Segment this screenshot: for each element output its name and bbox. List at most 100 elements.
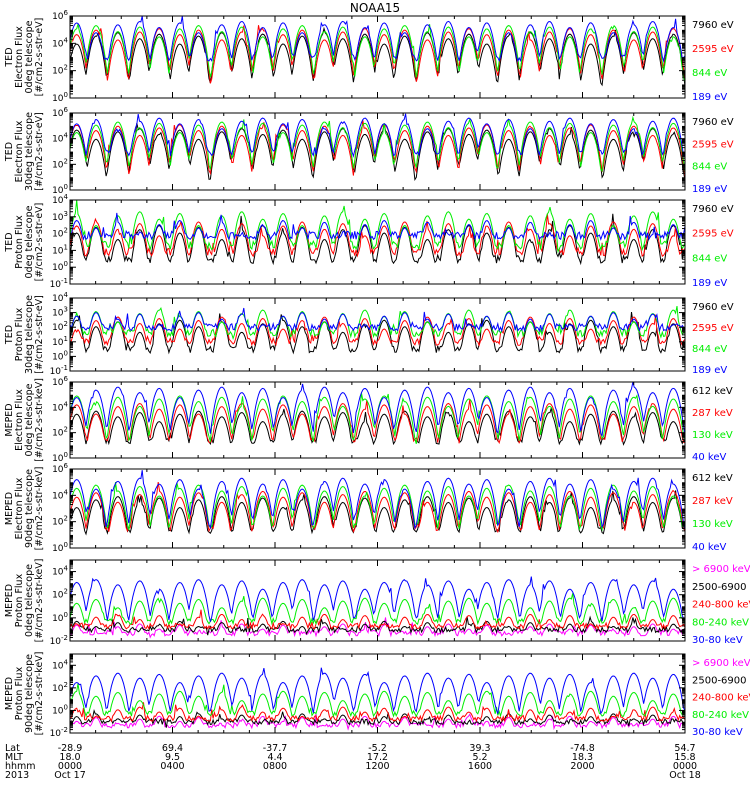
y-tick-label: 104	[52, 488, 68, 501]
x-tick-label-lat: 54.7	[674, 743, 695, 754]
y-tick-label: 106	[52, 106, 68, 119]
series-line-240-800-kev	[69, 609, 686, 631]
series-line-2595-ev	[69, 25, 686, 84]
y-axis-label-line: 30deg telescope	[24, 295, 35, 374]
x-tick-label-lat: -28.9	[58, 743, 83, 754]
panels: 7960 eV 2595 eV 844 eV 189 eV 100 102 104 106 TE…	[4, 9, 750, 739]
y-tick-label: 102	[52, 515, 68, 528]
x-tick-label-mlt: 17.2	[367, 752, 388, 763]
legend-entry: 2595 eV	[692, 229, 734, 240]
y-tick-label: 101	[52, 243, 68, 256]
series-line-240-800-kev	[69, 702, 686, 723]
x-tick-label-lat: 69.4	[162, 743, 183, 754]
y-tick-label: 102	[52, 588, 68, 601]
legend-entry: 2595 eV	[692, 139, 734, 150]
y-axis-label-line: 90deg telescope	[24, 469, 35, 548]
y-axis-label-line: Electron Flux	[14, 26, 25, 88]
y-tick-label: 104	[52, 658, 68, 671]
y-tick-label: 104	[52, 400, 68, 413]
x-tick-label-hhmm: 0000	[58, 761, 82, 772]
x-row-label: MLT	[5, 752, 23, 763]
y-axis-label-line: [#/cm2-s-str-keV]	[34, 378, 45, 462]
series-line-7960-ev	[69, 26, 686, 87]
x-row-label: 2013	[5, 770, 29, 781]
series-line-30-80-kev	[69, 667, 686, 715]
legend-entry: 612 keV	[692, 386, 733, 397]
y-axis-label-line: [#/cm2-s-str-keV]	[34, 467, 45, 551]
y-tick-label: 103	[52, 210, 68, 223]
y-axis-label-line: [#/cm2-s-str-eV]	[34, 203, 45, 282]
legend-entry: 2500-6900	[692, 675, 747, 686]
x-tick-label-mlt: 5.2	[472, 752, 487, 763]
y-tick-label: 104	[52, 193, 68, 206]
y-tick-label: 101	[52, 335, 68, 348]
y-axis-label-line: 30deg telescope	[24, 112, 35, 191]
y-tick-label: 103	[52, 306, 68, 319]
series-line-287-kev	[69, 399, 686, 445]
series-line-130-kev	[69, 393, 686, 444]
panel-6: 612 keV 287 keV 130 keV 40 keV 100 102 104 106 M…	[4, 462, 733, 554]
y-axis-label-line: [#/cm2-s-str-eV]	[34, 18, 45, 97]
y-tick-label: 100	[52, 451, 68, 464]
legend-entry: > 6900 keV	[692, 564, 750, 575]
x-tick-label-mlt: 18.3	[572, 752, 593, 763]
series-line-40-kev	[69, 470, 686, 530]
x-tick-label-mlt: 18.0	[59, 752, 80, 763]
y-tick-label: 106	[52, 375, 68, 388]
y-tick-label: 100	[52, 541, 68, 554]
x-row-label: hhmm	[5, 761, 36, 772]
series-line-30-80-kev	[69, 576, 686, 622]
y-axis-label-line: MEPED	[4, 584, 15, 617]
series-line-612-kev	[69, 407, 686, 446]
y-tick-label: 100	[52, 260, 68, 273]
series-line-2500-6900	[69, 615, 686, 636]
series-line-844-ev	[69, 200, 686, 254]
y-tick-label: 102	[52, 227, 68, 240]
legend-entry: 189 eV	[692, 92, 727, 103]
series-line-130-kev	[69, 482, 686, 532]
legend-entry: 287 keV	[692, 496, 733, 507]
legend-entry: 287 keV	[692, 408, 733, 419]
y-axis-label-line: TED	[4, 325, 15, 345]
legend-entry: 7960 eV	[692, 302, 734, 313]
series-line-189-ev	[69, 15, 686, 63]
y-axis-label-line: [#/cm2-s-str-keV]	[34, 559, 45, 643]
x-tick-label-date: Oct 18	[669, 770, 701, 781]
legend-entry: 130 keV	[692, 430, 733, 441]
y-tick-label: 10-1	[50, 277, 68, 290]
legend-entry: 612 keV	[692, 473, 733, 484]
series-line--6900-kev	[69, 713, 686, 731]
series-line--6900-kev	[69, 617, 686, 639]
y-tick-label: 102	[52, 681, 68, 694]
legend-entry: 240-800 keV	[692, 693, 750, 704]
x-tick-label-lat: -74.8	[570, 743, 595, 754]
y-axis-label-line: Electron Flux	[14, 389, 25, 451]
y-tick-label: 102	[52, 157, 68, 170]
series-line-189-ev	[69, 307, 686, 333]
y-tick-label: 100	[52, 611, 68, 624]
figure-title: NOAA15	[350, 1, 400, 15]
y-tick-label: 100	[52, 349, 68, 362]
y-tick-label: 100	[52, 91, 68, 104]
x-tick-label-lat: -37.7	[263, 743, 288, 754]
y-axis-label-line: [#/cm2-s-str-eV]	[34, 112, 45, 191]
y-tick-label: 104	[52, 132, 68, 145]
series-line-2500-6900	[69, 708, 686, 728]
panel-1: 7960 eV 2595 eV 844 eV 189 eV 100 102 104 106 TE…	[4, 9, 734, 104]
legend-entry: 844 eV	[692, 344, 727, 355]
y-axis-label-line: TED	[4, 47, 15, 67]
y-tick-label: 102	[52, 426, 68, 439]
y-axis-label-line: Electron Flux	[14, 120, 25, 182]
legend-entry: 7960 eV	[692, 204, 734, 215]
legend-entry: 80-240 keV	[692, 710, 749, 721]
legend-entry: 40 keV	[692, 542, 726, 553]
legend-entry: 189 eV	[692, 184, 727, 195]
x-tick-label-hhmm: 2000	[570, 761, 594, 772]
y-tick-label: 10-2	[50, 726, 68, 739]
legend-entry: 30-80 keV	[692, 635, 743, 646]
series-line-612-kev	[69, 490, 686, 536]
y-axis-label-line: 0deg telescope	[24, 564, 35, 637]
y-axis-label-line: TED	[4, 142, 15, 162]
y-axis-label-line: 0deg telescope	[24, 383, 35, 456]
